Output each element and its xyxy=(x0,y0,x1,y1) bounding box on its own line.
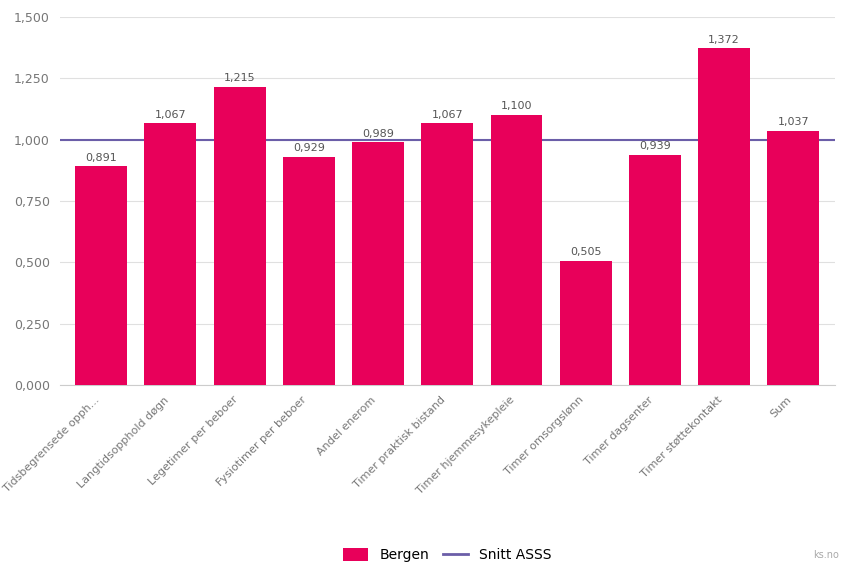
Text: 0,505: 0,505 xyxy=(570,247,602,258)
Text: 0,891: 0,891 xyxy=(85,153,117,162)
Bar xyxy=(422,123,473,385)
Bar xyxy=(214,87,266,385)
Text: 1,067: 1,067 xyxy=(154,109,187,119)
Text: ks.no: ks.no xyxy=(814,550,839,560)
Bar xyxy=(491,115,543,385)
Text: 1,100: 1,100 xyxy=(501,101,532,112)
Bar xyxy=(629,155,681,385)
Bar xyxy=(75,166,127,385)
Text: 0,929: 0,929 xyxy=(293,143,325,153)
Text: 1,037: 1,037 xyxy=(778,117,809,127)
Bar xyxy=(560,261,612,385)
Bar xyxy=(699,48,750,385)
Text: 1,372: 1,372 xyxy=(708,35,740,45)
Text: 1,067: 1,067 xyxy=(431,109,463,119)
Bar xyxy=(283,157,335,385)
Bar xyxy=(352,142,404,385)
Legend: Bergen, Snitt ASSS: Bergen, Snitt ASSS xyxy=(337,541,558,566)
Bar xyxy=(768,131,820,385)
Text: 0,939: 0,939 xyxy=(639,141,671,151)
Text: 1,215: 1,215 xyxy=(224,73,256,83)
Text: 0,989: 0,989 xyxy=(362,128,394,139)
Bar xyxy=(145,123,196,385)
